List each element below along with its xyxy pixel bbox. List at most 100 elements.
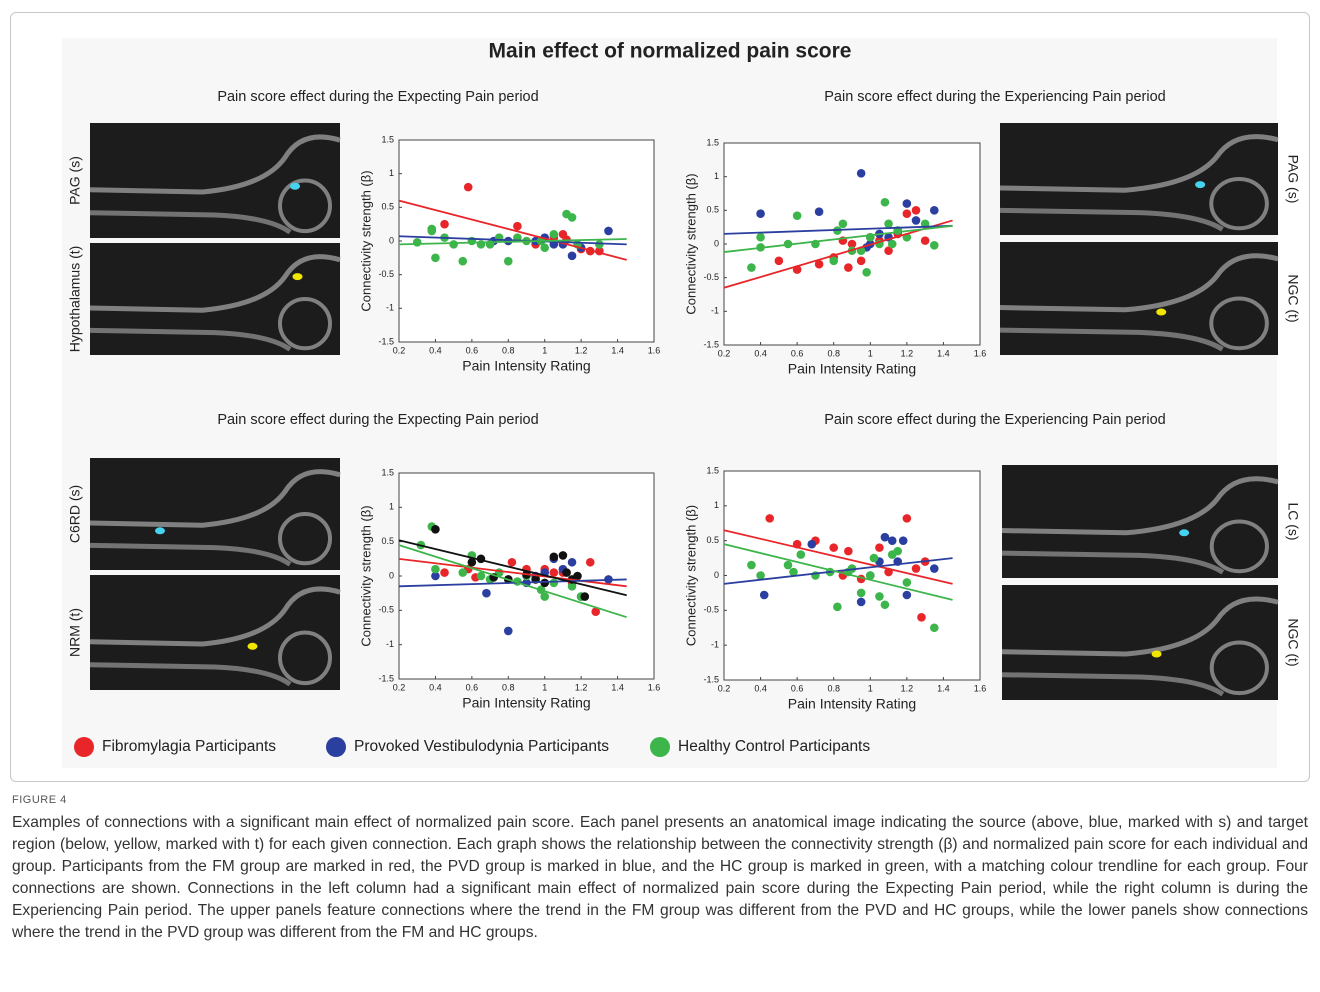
anatomical-image — [1002, 585, 1278, 700]
region-marker — [293, 273, 303, 280]
y-tick-label: 0.5 — [706, 535, 719, 545]
x-tick-label: 1.4 — [937, 348, 950, 358]
y-tick-label: -1.5 — [378, 336, 394, 346]
data-point — [917, 613, 926, 622]
data-point — [568, 252, 577, 261]
data-point — [458, 568, 467, 577]
data-point — [888, 240, 897, 249]
data-point — [857, 598, 866, 607]
y-tick-label: 0 — [389, 235, 394, 245]
x-tick-label: 0.2 — [393, 345, 406, 355]
y-tick-label: 0.5 — [381, 202, 394, 212]
y-tick-label: -1.5 — [703, 339, 719, 349]
x-tick-label: 1 — [542, 345, 547, 355]
y-tick-label: 1.5 — [381, 467, 394, 477]
data-point — [881, 533, 890, 542]
data-point — [930, 623, 939, 632]
data-point — [857, 257, 866, 266]
x-tick-label: 0.4 — [429, 682, 442, 692]
y-tick-label: -0.5 — [703, 272, 719, 282]
data-point — [562, 568, 571, 577]
data-point — [559, 551, 568, 560]
x-tick-label: 1.2 — [575, 345, 588, 355]
caption-text: Examples of connections with a significa… — [12, 812, 1308, 944]
y-tick-label: -0.5 — [378, 269, 394, 279]
x-tick-label: 1.6 — [974, 348, 987, 358]
y-tick-label: -1 — [386, 639, 394, 649]
region-marker — [1179, 529, 1189, 536]
data-point — [482, 589, 491, 598]
y-tick-label: 1 — [714, 171, 719, 181]
x-tick-label: 0.2 — [393, 682, 406, 692]
x-tick-label: 1.4 — [611, 345, 624, 355]
data-point — [833, 603, 842, 612]
data-point — [875, 543, 884, 552]
data-point — [884, 220, 893, 229]
region-label: NRM (t) — [67, 608, 83, 657]
legend-label: Fibromylagia Participants — [102, 738, 276, 755]
data-point — [586, 558, 595, 567]
data-point — [870, 554, 879, 563]
data-point — [912, 216, 921, 225]
data-point — [504, 257, 513, 266]
x-axis-label: Pain Intensity Rating — [788, 361, 916, 377]
y-tick-label: 1 — [389, 502, 394, 512]
data-point — [477, 240, 486, 249]
x-tick-label: 0.6 — [791, 683, 804, 693]
region-label: Hypothalamus (t) — [67, 246, 83, 353]
data-point — [930, 564, 939, 573]
x-tick-label: 1.4 — [937, 683, 950, 693]
data-point — [508, 558, 517, 567]
page: Main effect of normalized pain score PAG… — [0, 0, 1320, 992]
panel-title: Pain score effect during the Expecting P… — [217, 89, 538, 105]
data-point — [568, 558, 577, 567]
data-point — [540, 243, 549, 252]
data-point — [797, 550, 806, 559]
data-point — [930, 241, 939, 250]
data-point — [784, 561, 793, 570]
x-tick-label: 1.2 — [901, 348, 914, 358]
anatomical-image — [90, 458, 340, 570]
y-axis-label: Connectivity strength (β) — [358, 505, 373, 646]
region-label: PAG (s) — [1285, 155, 1301, 204]
region-label: PAG (s) — [67, 156, 83, 205]
data-point — [431, 525, 440, 534]
data-point — [550, 568, 559, 577]
x-tick-label: 1.6 — [648, 345, 661, 355]
data-point — [899, 536, 908, 545]
data-point — [440, 568, 449, 577]
data-point — [815, 207, 824, 216]
x-axis-label: Pain Intensity Rating — [462, 695, 590, 711]
region-label: NGC (t) — [1285, 618, 1301, 666]
x-tick-label: 0.2 — [718, 348, 731, 358]
x-tick-label: 1.6 — [648, 682, 661, 692]
data-point — [862, 268, 871, 277]
x-tick-label: 0.8 — [502, 682, 515, 692]
data-point — [747, 561, 756, 570]
data-point — [829, 257, 838, 266]
legend-marker — [74, 737, 94, 757]
x-tick-label: 0.6 — [466, 345, 479, 355]
x-tick-label: 1.6 — [974, 683, 987, 693]
data-point — [844, 263, 853, 272]
data-point — [881, 198, 890, 207]
data-point — [844, 547, 853, 556]
anatomical-image — [1002, 465, 1278, 578]
data-point — [875, 592, 884, 601]
y-tick-label: 0.5 — [381, 536, 394, 546]
data-point — [464, 183, 473, 192]
y-tick-label: -1 — [711, 640, 719, 650]
data-point — [807, 540, 816, 549]
data-point — [573, 572, 582, 581]
data-point — [449, 240, 458, 249]
data-point — [756, 233, 765, 242]
data-point — [458, 257, 467, 266]
y-tick-label: 0 — [389, 570, 394, 580]
y-tick-label: -1.5 — [703, 674, 719, 684]
panel-title: Pain score effect during the Experiencin… — [824, 412, 1166, 428]
x-tick-label: 0.4 — [754, 683, 767, 693]
y-tick-label: 1 — [714, 500, 719, 510]
data-point — [857, 589, 866, 598]
x-axis-label: Pain Intensity Rating — [788, 696, 916, 712]
anatomical-image — [90, 243, 340, 355]
